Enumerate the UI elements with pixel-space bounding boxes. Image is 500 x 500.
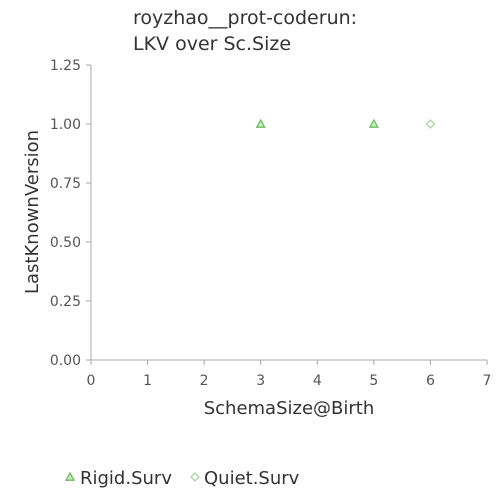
chart-title-line-2: LKV over Sc.Size	[133, 33, 291, 55]
x-tick-label: 1	[143, 373, 152, 389]
y-tick-label: 0.25	[50, 294, 81, 310]
y-tick-label: 0.50	[50, 235, 81, 251]
x-ticks: 0 1 2 3 4 5 6 7	[87, 360, 492, 389]
y-tick-label: 1.25	[50, 58, 81, 74]
y-ticks: 0.00 0.25 0.50 0.75 1.00 1.25	[50, 58, 91, 369]
x-tick-label: 0	[87, 373, 96, 389]
legend-item-rigid-surv: Rigid.Surv	[64, 468, 172, 489]
data-point-quiet-surv	[425, 119, 436, 129]
legend-label-quiet-surv: Quiet.Surv	[204, 468, 300, 489]
data-points	[255, 118, 436, 129]
legend: Rigid.Surv Quiet.Surv	[64, 468, 300, 489]
legend-label-rigid-surv: Rigid.Surv	[80, 468, 172, 489]
x-tick-label: 3	[256, 373, 265, 389]
x-tick-label: 4	[313, 373, 322, 389]
data-point-rigid-surv	[368, 118, 379, 128]
data-point-rigid-surv	[255, 118, 266, 128]
x-axis-label: SchemaSize@Birth	[204, 398, 375, 419]
legend-item-quiet-surv: Quiet.Surv	[190, 468, 300, 489]
x-tick-label: 2	[200, 373, 209, 389]
legend-marker-quiet-surv	[190, 472, 200, 482]
x-tick-label: 5	[369, 373, 378, 389]
x-tick-label: 6	[426, 373, 435, 389]
axes	[90, 65, 487, 361]
y-tick-label: 0.75	[50, 176, 81, 192]
legend-marker-rigid-surv	[64, 471, 76, 481]
y-tick-label: 1.00	[50, 117, 81, 133]
y-tick-label: 0.00	[50, 353, 81, 369]
chart-title-line-1: royzhao__prot-coderun:	[133, 7, 357, 29]
y-axis-label: LastKnownVersion	[22, 130, 43, 294]
x-tick-label: 7	[483, 373, 492, 389]
